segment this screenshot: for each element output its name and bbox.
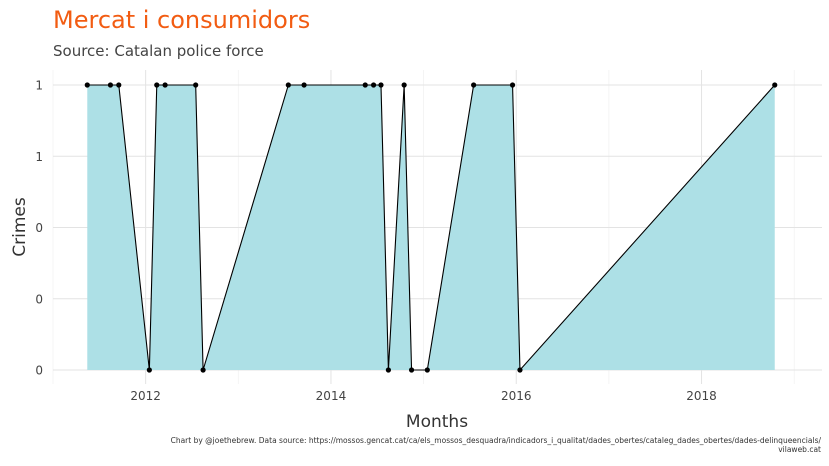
x-tick-label: 2018 xyxy=(686,389,717,403)
caption: Chart by @joethebrew. Data source: https… xyxy=(171,436,821,454)
x-axis-title: Months xyxy=(406,412,468,432)
x-tick-label: 2016 xyxy=(501,389,532,403)
y-tick-labels: 0 0 0 1 1 xyxy=(35,79,43,378)
data-point xyxy=(154,82,160,88)
data-point xyxy=(301,82,307,88)
data-point xyxy=(424,367,430,373)
data-point xyxy=(193,82,199,88)
data-point xyxy=(370,82,377,88)
data-point xyxy=(408,367,415,373)
y-tick-label: 0 xyxy=(35,364,43,378)
y-axis-title: Crimes xyxy=(10,197,30,257)
data-point xyxy=(362,82,368,88)
y-tick-label: 0 xyxy=(35,221,43,235)
data-point xyxy=(772,82,778,88)
data-point xyxy=(401,82,407,88)
x-tick-label: 2014 xyxy=(316,389,347,403)
data-point xyxy=(378,82,384,88)
data-point xyxy=(471,82,477,88)
y-tick-label: 0 xyxy=(35,292,43,306)
data-point xyxy=(517,367,523,373)
chart-subtitle: Source: Catalan police force xyxy=(53,42,264,60)
y-tick-label: 1 xyxy=(35,79,43,93)
chart-title: Mercat i consumidors xyxy=(53,6,311,34)
data-point xyxy=(285,82,291,88)
data-point xyxy=(84,82,90,88)
data-point xyxy=(162,82,168,88)
data-point xyxy=(200,367,206,373)
data-point xyxy=(385,367,391,373)
data-point xyxy=(509,82,516,88)
caption-line-1: Chart by @joethebrew. Data source: https… xyxy=(170,436,821,445)
data-point xyxy=(107,82,114,88)
data-point xyxy=(146,367,152,373)
area-fill xyxy=(87,85,775,370)
x-tick-label: 2012 xyxy=(130,389,161,403)
x-tick-labels: 2012 2014 2016 2018 xyxy=(130,389,716,403)
data-points xyxy=(84,82,778,373)
y-tick-label: 1 xyxy=(35,150,43,164)
caption-line-2: vilaweb.cat xyxy=(778,445,821,454)
data-point xyxy=(116,82,122,88)
